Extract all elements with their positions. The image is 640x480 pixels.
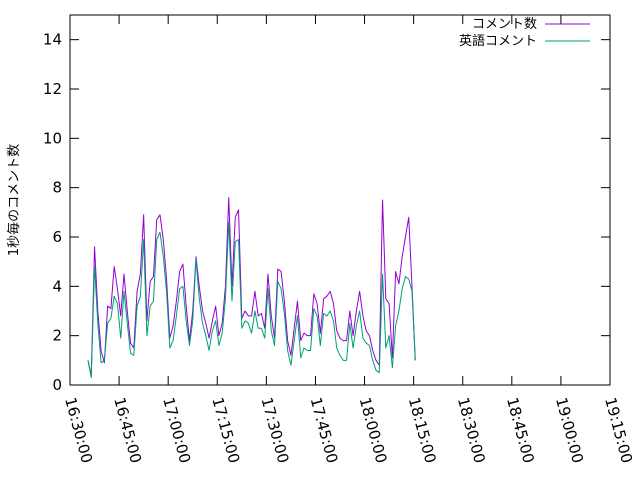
x-tick-label: 19:15:00 xyxy=(601,395,636,465)
x-tick-label: 18:45:00 xyxy=(503,395,538,465)
x-tick-label: 18:00:00 xyxy=(356,395,391,465)
x-tick-label: 18:30:00 xyxy=(454,395,489,465)
y-tick-label: 12 xyxy=(43,80,62,98)
x-tick-label: 16:45:00 xyxy=(110,395,145,465)
x-tick-label: 19:00:00 xyxy=(552,395,587,465)
x-tick-label: 17:45:00 xyxy=(307,395,342,465)
y-axis-title: 1秒毎のコメント数 xyxy=(6,144,22,256)
series-line-1 xyxy=(87,197,416,376)
y-tick-labels: 0 2 4 6 8 10 12 14 xyxy=(43,31,62,394)
series-line-2 xyxy=(87,221,416,379)
x-tick-label: 17:15:00 xyxy=(208,395,243,465)
plot-frame xyxy=(69,14,611,386)
x-tick-label: 17:00:00 xyxy=(159,395,194,465)
x-tick-label: 16:30:00 xyxy=(61,395,96,465)
x-tick-label: 17:30:00 xyxy=(257,395,292,465)
legend-label-comments: コメント数 xyxy=(472,17,537,32)
y-tick-label: 8 xyxy=(52,179,62,197)
y-tick-label: 6 xyxy=(52,228,62,246)
y-tick-label: 2 xyxy=(52,327,62,345)
y-tick-label: 10 xyxy=(43,129,62,147)
series-group xyxy=(87,197,416,379)
legend-label-english-comments: 英語コメント xyxy=(459,33,537,49)
ticks xyxy=(69,15,611,386)
y-tick-label: 14 xyxy=(43,31,62,49)
y-tick-label: 0 xyxy=(52,376,62,394)
y-tick-label: 4 xyxy=(52,277,62,295)
x-tick-label: 18:15:00 xyxy=(405,395,440,465)
legend: コメント数 英語コメント xyxy=(459,17,590,49)
x-tick-labels: 16:30:00 16:45:00 17:00:00 17:15:00 17:30:00… xyxy=(61,395,636,465)
